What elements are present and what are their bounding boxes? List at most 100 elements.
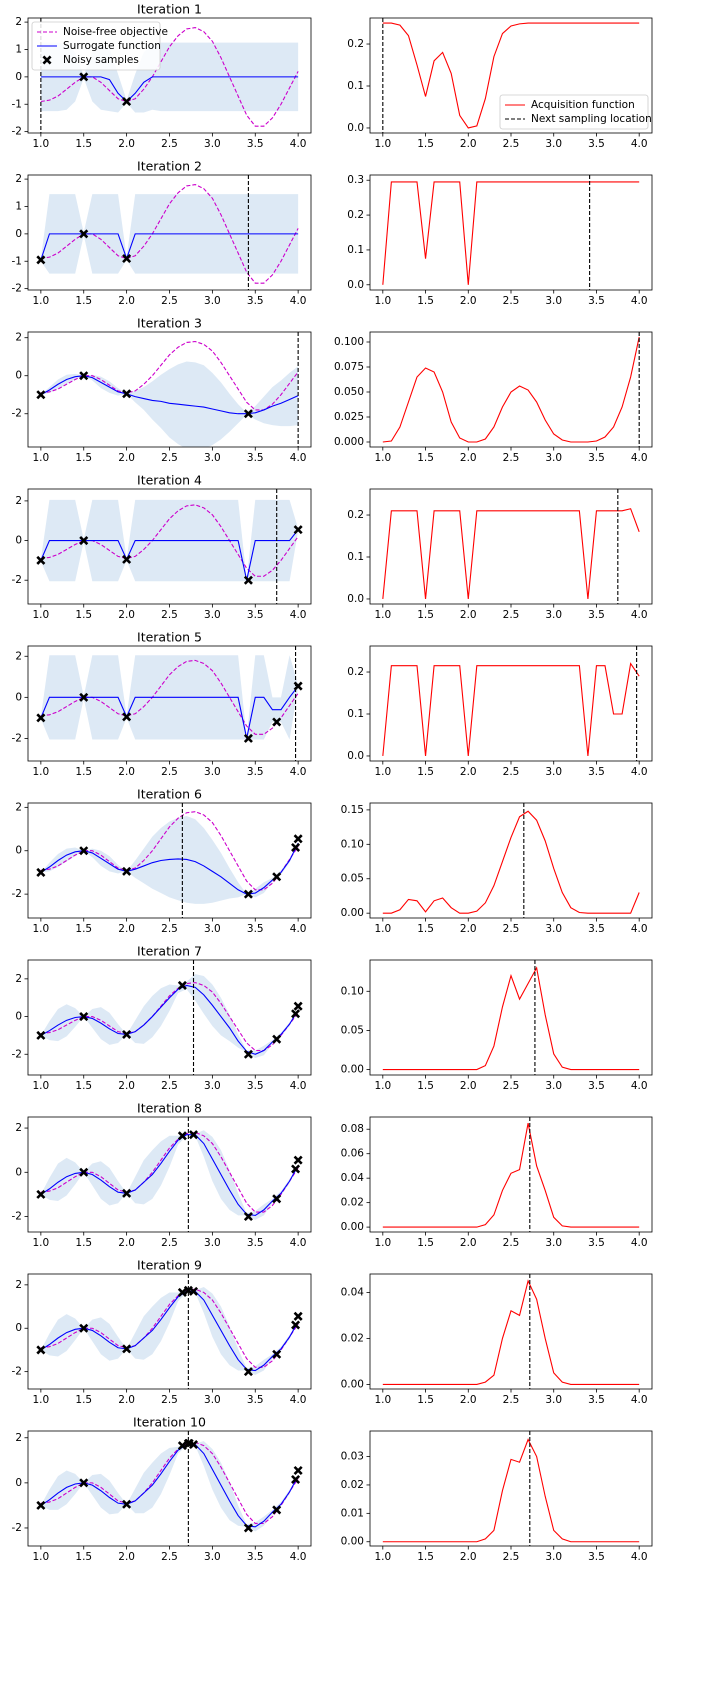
axes-frame	[369, 488, 653, 605]
x-tick-label: 3.5	[247, 138, 264, 150]
x-tick-label: 3.0	[204, 452, 221, 464]
y-tick-label: -1	[12, 98, 22, 110]
x-tick-label: 2.0	[118, 1551, 135, 1563]
sample-marker	[122, 96, 132, 107]
y-tick-label: 0.1	[347, 708, 364, 720]
x-tick-label: 2.5	[503, 452, 520, 464]
x-tick-label: 3.5	[588, 766, 605, 778]
y-tick-label: 0.100	[334, 336, 364, 348]
x-tick-label: 1.5	[75, 609, 92, 621]
sample-marker	[293, 681, 303, 691]
y-tick-label: -2	[12, 574, 22, 586]
y-tick-label: 2	[15, 173, 22, 185]
sample-marker	[188, 1440, 199, 1450]
legend-label: Noise-free objective	[63, 26, 168, 38]
sample-marker	[272, 1505, 282, 1515]
x-tick-label: 1.5	[417, 923, 434, 935]
sample-marker	[36, 1030, 46, 1040]
legend-label: Acquisition function	[531, 99, 635, 111]
axes-frame	[27, 802, 312, 919]
y-tick-label: 0.08	[341, 1123, 364, 1135]
x-tick-label: 2.0	[118, 1237, 135, 1249]
sample-marker	[272, 872, 282, 882]
sample-marker	[79, 536, 89, 546]
legend-box	[499, 94, 649, 130]
x-tick-label: 2.0	[460, 452, 477, 464]
x-tick-label: 2.5	[161, 766, 178, 778]
y-tick-label: 2	[15, 801, 22, 813]
x-tick-label: 4.0	[631, 138, 648, 150]
y-tick-label: 0.00	[341, 907, 364, 919]
x-tick-label: 1.0	[374, 295, 391, 307]
x-tick-label: 1.5	[417, 452, 434, 464]
x-tick-label: 4.0	[290, 295, 307, 307]
y-tick-label: 0.0	[347, 279, 364, 291]
legend-label: Next sampling location	[531, 113, 652, 125]
y-tick-label: 1	[15, 43, 22, 55]
x-tick-label: 4.0	[290, 452, 307, 464]
y-tick-label: 0	[15, 845, 22, 857]
axes-frame	[369, 1273, 653, 1390]
sample-marker	[122, 1188, 132, 1198]
sample-marker	[243, 1212, 253, 1222]
confidence-band	[40, 1441, 299, 1532]
x-tick-label: 3.5	[247, 295, 264, 307]
sample-marker	[243, 1523, 253, 1533]
plot-area	[40, 184, 299, 284]
chart-title: Iteration 7	[137, 944, 202, 959]
legend-label: Surrogate function	[63, 40, 161, 52]
acquisition-line	[382, 22, 640, 129]
sample-marker	[291, 842, 301, 853]
y-tick-label: 0.2	[347, 666, 364, 678]
y-tick-label: 2	[15, 495, 22, 507]
acquisition-line	[382, 181, 640, 285]
plot-area	[382, 22, 640, 129]
x-tick-label: 2.5	[161, 1394, 178, 1406]
sample-marker	[36, 1189, 46, 1199]
y-tick-label: -2	[12, 732, 22, 744]
sample-marker	[79, 1323, 89, 1333]
x-tick-label: 3.0	[545, 452, 562, 464]
x-tick-label: 2.5	[503, 923, 520, 935]
y-tick-label: 0.1	[347, 551, 364, 563]
legend-marker	[42, 55, 52, 65]
x-tick-label: 2.0	[118, 1080, 135, 1092]
y-tick-label: -2	[12, 888, 22, 900]
chart-title: Iteration 4	[137, 473, 202, 488]
sample-marker	[36, 1345, 46, 1355]
y-tick-label: 0.02	[341, 1332, 364, 1344]
x-tick-label: 2.5	[161, 1237, 178, 1249]
y-tick-label: 2	[15, 1279, 22, 1291]
x-tick-label: 2.5	[503, 1237, 520, 1249]
axes-frame	[369, 17, 653, 134]
x-tick-label: 2.0	[118, 923, 135, 935]
objective-line	[40, 1288, 299, 1368]
x-tick-label: 1.5	[417, 766, 434, 778]
x-tick-label: 4.0	[631, 766, 648, 778]
y-tick-label: 0.05	[341, 1024, 364, 1036]
x-tick-label: 3.0	[545, 1080, 562, 1092]
acquisition-line	[382, 810, 640, 914]
plot-area	[382, 966, 640, 1071]
sample-marker	[272, 717, 282, 727]
y-tick-label: 2	[15, 1122, 22, 1134]
x-tick-label: 1.5	[417, 138, 434, 150]
x-tick-label: 2.0	[118, 138, 135, 150]
sample-marker	[293, 1465, 303, 1475]
y-tick-label: 0.06	[341, 1148, 365, 1160]
x-tick-label: 2.0	[118, 766, 135, 778]
y-tick-label: 2	[15, 16, 22, 28]
x-tick-label: 1.0	[33, 1551, 50, 1563]
x-tick-label: 4.0	[631, 1237, 648, 1249]
x-tick-label: 2.0	[460, 1237, 477, 1249]
sample-marker	[243, 733, 253, 743]
x-tick-label: 1.5	[75, 766, 92, 778]
axes-frame	[27, 1116, 312, 1233]
x-tick-label: 3.5	[247, 452, 264, 464]
x-tick-label: 1.5	[417, 1551, 434, 1563]
x-tick-label: 2.5	[161, 1551, 178, 1563]
y-tick-label: 0.00	[341, 1221, 364, 1233]
y-tick-label: 0.15	[341, 804, 364, 816]
legend-label: Noisy samples	[63, 54, 139, 66]
